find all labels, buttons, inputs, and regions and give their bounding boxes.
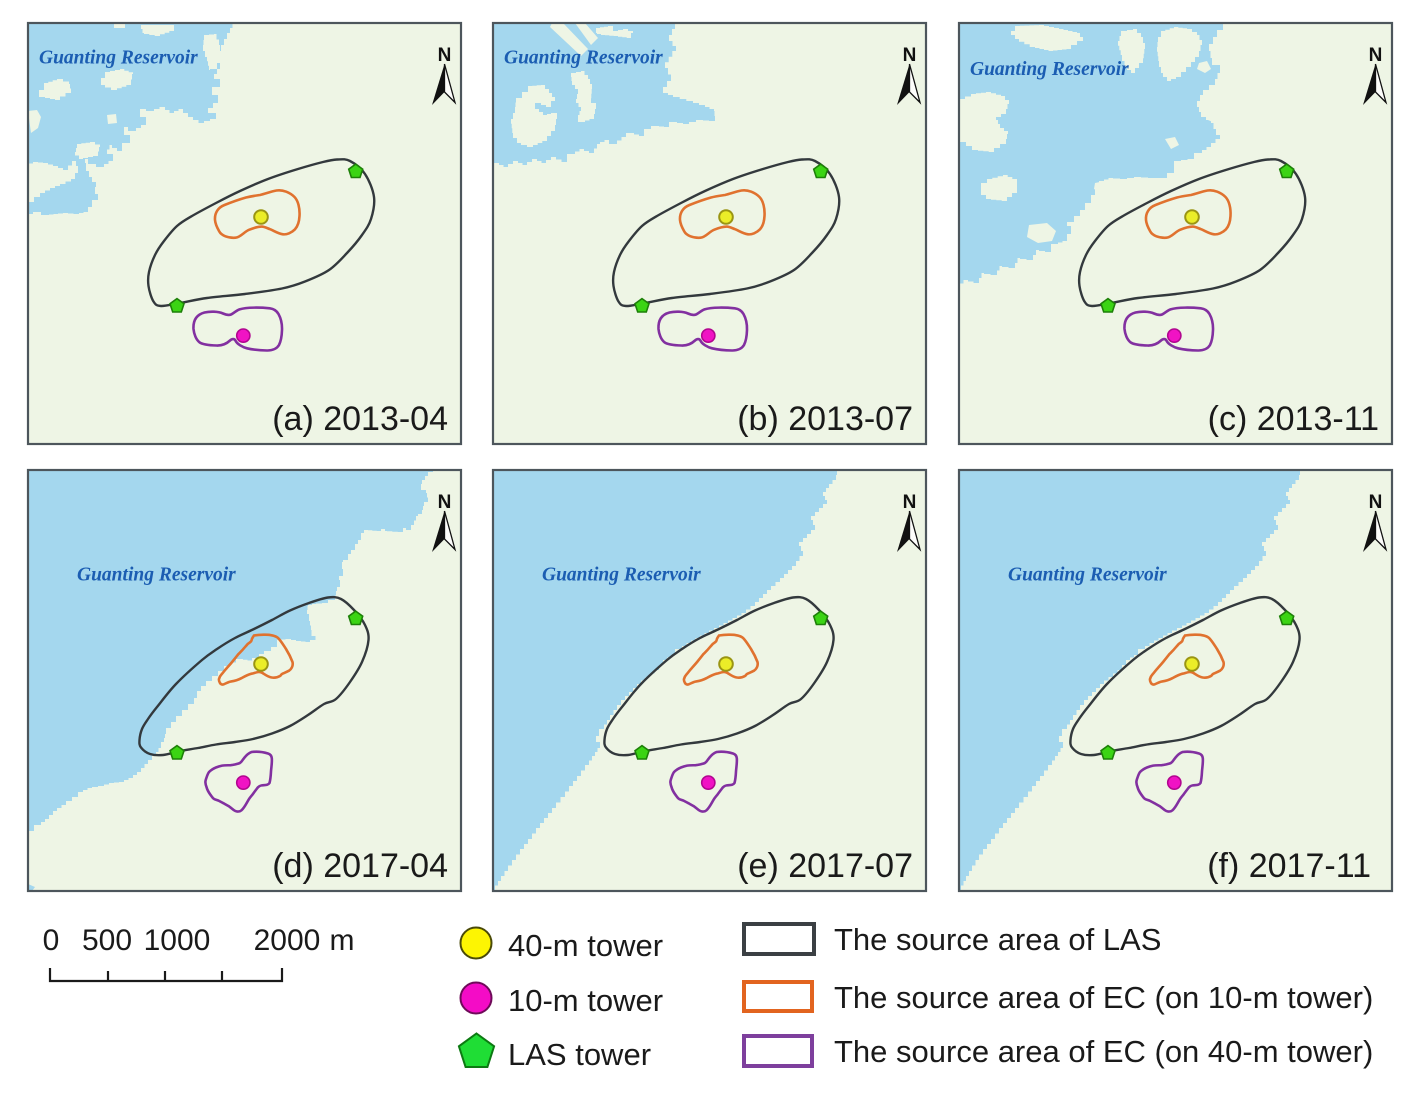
svg-text:The source area of EC (on 10-m: The source area of EC (on 10-m tower) [834,980,1373,1015]
svg-text:10-m tower: 10-m tower [508,983,663,1018]
svg-text:Guanting Reservoir: Guanting Reservoir [77,565,236,586]
svg-text:Guanting Reservoir: Guanting Reservoir [542,565,701,586]
svg-text:500: 500 [82,924,132,957]
svg-text:(f) 2017-11: (f) 2017-11 [1207,847,1371,885]
svg-text:The source area of LAS: The source area of LAS [834,922,1161,957]
svg-text:(e) 2017-07: (e) 2017-07 [737,847,913,885]
svg-text:LAS tower: LAS tower [508,1037,651,1072]
svg-text:(a) 2013-04: (a) 2013-04 [272,400,448,438]
svg-text:(b) 2013-07: (b) 2013-07 [737,400,913,438]
svg-text:(c) 2013-11: (c) 2013-11 [1208,400,1379,438]
svg-text:0: 0 [43,924,60,957]
svg-text:Guanting Reservoir: Guanting Reservoir [1008,565,1167,586]
svg-text:(d) 2017-04: (d) 2017-04 [272,847,448,885]
svg-text:The source area of EC (on 40-m: The source area of EC (on 40-m tower) [834,1034,1373,1069]
svg-text:Guanting Reservoir: Guanting Reservoir [970,59,1129,80]
svg-text:Guanting Reservoir: Guanting Reservoir [504,48,663,69]
svg-text:2000: 2000 [254,924,321,957]
svg-text:1000: 1000 [144,924,211,957]
svg-text:40-m tower: 40-m tower [508,928,663,963]
svg-text:Guanting Reservoir: Guanting Reservoir [39,48,198,69]
svg-text:m: m [330,924,355,957]
